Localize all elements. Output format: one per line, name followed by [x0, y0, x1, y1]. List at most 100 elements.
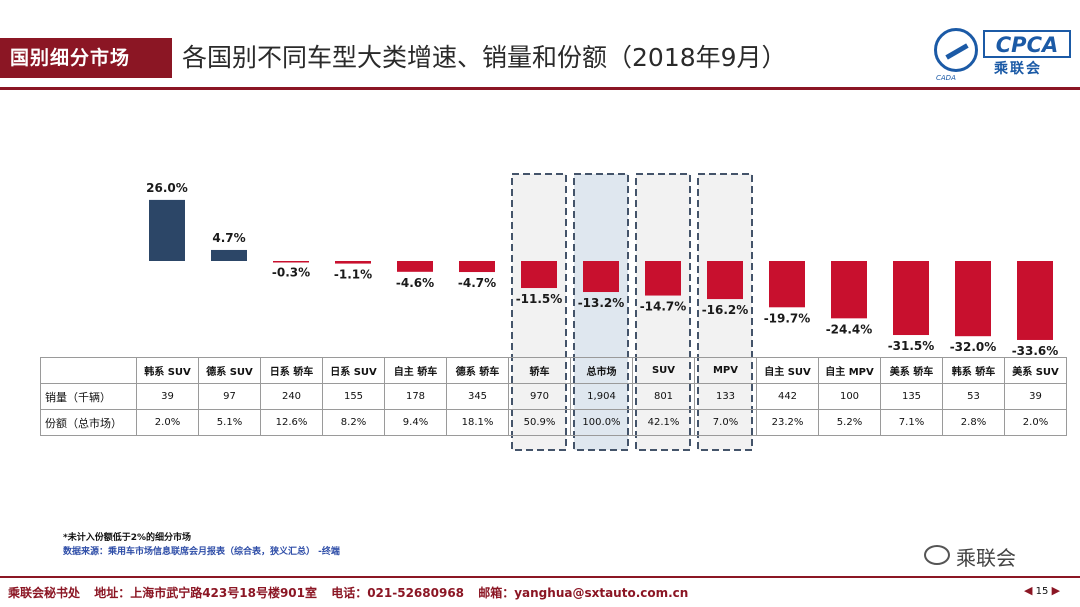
table-cell: 345	[446, 383, 509, 410]
table-cell: 135	[880, 383, 943, 410]
bar-5	[397, 261, 433, 272]
table-cell: 97	[198, 383, 261, 410]
footer-divider	[0, 576, 1080, 578]
column-header-13: 美系 轿车	[880, 357, 943, 384]
value-label-8: -13.2%	[578, 296, 625, 310]
column-header-12: 自主 MPV	[818, 357, 881, 384]
next-page-icon[interactable]: ▶	[1051, 584, 1061, 597]
column-header-1: 韩系 SUV	[136, 357, 199, 384]
bar-7	[521, 261, 557, 289]
column-header-9: SUV	[632, 357, 695, 384]
table-cell: 42.1%	[632, 409, 695, 436]
table-cell: 39	[1004, 383, 1067, 410]
bar-13	[893, 261, 929, 336]
bar-10	[707, 261, 743, 300]
table-cell: 7.1%	[880, 409, 943, 436]
column-header-11: 自主 SUV	[756, 357, 819, 384]
table-cell: 133	[694, 383, 757, 410]
value-label-1: 26.0%	[146, 181, 188, 195]
bar-6	[459, 261, 495, 273]
bar-8	[583, 261, 619, 293]
wechat-icon	[924, 545, 950, 565]
table-cell: 970	[508, 383, 571, 410]
table-cell: 18.1%	[446, 409, 509, 436]
value-label-7: -11.5%	[516, 292, 563, 306]
header-divider	[0, 87, 1080, 90]
value-labels: 26.0% 4.7% -0.3% -1.1% -4.6% -4.7% -11.5% -13.2…	[146, 181, 1058, 358]
cpca-logo-cn: 乘联会	[994, 61, 1042, 77]
bar-11	[769, 261, 805, 308]
table-cell: 5.2%	[818, 409, 881, 436]
bar-3	[273, 261, 309, 263]
page-number: 15	[1035, 586, 1049, 597]
bar-4	[335, 261, 371, 264]
sales-share-table: 韩系 SUV 德系 SUV 日系 轿车 日系 SUV 自主 轿车 德系 轿车 轿车 总市场 SU…	[40, 357, 1067, 436]
footer-org: 乘联会秘书处	[8, 586, 81, 600]
table-cell: 100	[818, 383, 881, 410]
bar-12	[831, 261, 867, 319]
value-label-2: 4.7%	[212, 231, 245, 245]
table-cell: 7.0%	[694, 409, 757, 436]
value-label-6: -4.7%	[458, 276, 496, 290]
table-cell: 1,904	[570, 383, 633, 410]
bar-15	[1017, 261, 1053, 340]
row-label-2: 份额（总市场）	[40, 409, 137, 436]
table-cell: 240	[260, 383, 323, 410]
column-header-5: 自主 轿车	[384, 357, 447, 384]
table-cell: 178	[384, 383, 447, 410]
table-row-sales: 销量（千辆） 39 97 240 155 178 345 970 1,904 801 133 442 1…	[40, 383, 1067, 410]
row-label-1: 销量（千辆）	[40, 383, 137, 410]
value-label-10: -16.2%	[702, 303, 749, 317]
page-nav: ◀ 15 ▶	[1024, 584, 1060, 597]
watermark: 乘联会	[956, 546, 1016, 570]
cpca-logo: CPCA	[983, 30, 1071, 58]
table-cell: 100.0%	[570, 409, 633, 436]
page-title: 各国别不同车型大类增速、销量和份额（2018年9月）	[182, 43, 787, 72]
table-cell: 2.0%	[1004, 409, 1067, 436]
table-cell: 155	[322, 383, 385, 410]
table-cell: 53	[942, 383, 1005, 410]
value-label-14: -32.0%	[950, 340, 997, 354]
column-header-10: MPV	[694, 357, 757, 384]
logo-sub-text: CADA	[936, 74, 956, 82]
table-cell: 39	[136, 383, 199, 410]
footnote: *未计入份额低于2%的细分市场	[63, 533, 191, 543]
table-corner-cell	[40, 357, 137, 384]
bar-14	[955, 261, 991, 337]
footer-address: 地址：上海市武宁路423号18号楼901室	[94, 586, 318, 600]
value-label-11: -19.7%	[764, 311, 811, 325]
value-label-3: -0.3%	[272, 266, 310, 280]
table-cell: 2.0%	[136, 409, 199, 436]
cada-logo-icon	[934, 28, 978, 72]
value-label-12: -24.4%	[826, 322, 873, 336]
footer-info: 乘联会秘书处 地址：上海市武宁路423号18号楼901室 电话：021-5268…	[8, 584, 688, 601]
table-cell: 2.8%	[942, 409, 1005, 436]
footer-email: 邮箱：yanghua@sxtauto.com.cn	[478, 586, 689, 600]
footer-phone: 电话：021-52680968	[331, 586, 465, 600]
column-header-3: 日系 轿车	[260, 357, 323, 384]
value-label-13: -31.5%	[888, 339, 935, 353]
column-header-2: 德系 SUV	[198, 357, 261, 384]
value-label-15: -33.6%	[1012, 344, 1059, 358]
value-label-4: -1.1%	[334, 268, 372, 282]
value-label-5: -4.6%	[396, 276, 434, 290]
section-tag: 国别细分市场	[0, 38, 172, 78]
column-header-14: 韩系 轿车	[942, 357, 1005, 384]
column-header-15: 美系 SUV	[1004, 357, 1067, 384]
table-header-row: 韩系 SUV 德系 SUV 日系 轿车 日系 SUV 自主 轿车 德系 轿车 轿车 总市场 SU…	[40, 357, 1067, 384]
table-cell: 12.6%	[260, 409, 323, 436]
table-cell: 5.1%	[198, 409, 261, 436]
table-row-share: 份额（总市场） 2.0% 5.1% 12.6% 8.2% 9.4% 18.1% 50.9% 10…	[40, 409, 1067, 436]
table-cell: 442	[756, 383, 819, 410]
column-header-6: 德系 轿车	[446, 357, 509, 384]
column-header-4: 日系 SUV	[322, 357, 385, 384]
column-header-7: 轿车	[508, 357, 571, 384]
prev-page-icon[interactable]: ◀	[1024, 584, 1033, 597]
bar-1	[149, 199, 185, 261]
bar-9	[645, 261, 681, 296]
bar-2	[211, 249, 247, 261]
table-cell: 801	[632, 383, 695, 410]
value-label-9: -14.7%	[640, 300, 687, 314]
data-source: 数据来源：乘用车市场信息联席会月报表（综合表，狭义汇总） -终端	[63, 547, 340, 557]
